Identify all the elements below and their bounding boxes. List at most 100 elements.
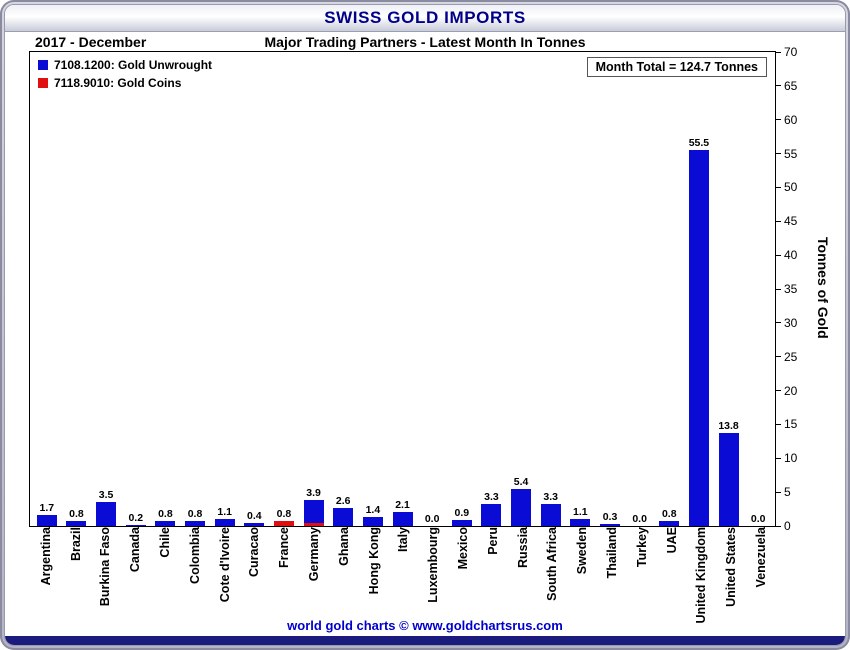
bar-segment-unwrought <box>570 518 591 526</box>
y-tick-label: 35 <box>784 282 798 296</box>
x-axis-label: Venezuela <box>754 527 769 588</box>
x-axis-label: Curacao <box>247 527 262 578</box>
bar-segment-unwrought <box>96 502 117 526</box>
bar-slot: 0.0 <box>625 513 655 526</box>
period-label: 2017 - December <box>35 34 147 50</box>
bar-segment-unwrought <box>66 520 87 526</box>
x-axis-label: Hong Kong <box>366 527 381 595</box>
y-tick-mark <box>775 220 781 222</box>
x-axis-label: Chile <box>158 527 173 558</box>
y-tick-label: 10 <box>784 451 798 466</box>
bar-slot: 5.4 <box>506 476 536 526</box>
x-axis-label: UAE <box>664 527 679 554</box>
legend-item: 7118.9010: Gold Coins <box>38 76 212 90</box>
x-axis-label: Colombia <box>187 527 202 584</box>
bar <box>185 520 206 526</box>
x-axis-label: United Kingdom <box>694 527 709 624</box>
legend-swatch-icon <box>38 78 48 88</box>
bar <box>273 520 294 526</box>
bar-value-label: 2.1 <box>395 498 410 511</box>
bar-value-label: 1.1 <box>573 505 588 518</box>
title-bar: SWISS GOLD IMPORTS <box>5 5 845 32</box>
bar <box>125 524 146 526</box>
footer-link[interactable]: world gold charts © www.goldchartsrus.co… <box>287 618 563 633</box>
bar-value-label: 0.8 <box>276 507 292 520</box>
x-axis-label: Cote d'Ivoire <box>217 527 232 603</box>
bar-value-label: 0.0 <box>632 513 647 525</box>
legend-label: 7118.9010: Gold Coins <box>54 76 182 90</box>
bar-slot: 13.8 <box>714 420 744 526</box>
bar <box>599 523 620 526</box>
bar-segment-unwrought <box>214 518 235 526</box>
sub-header: 2017 - December Major Trading Partners -… <box>5 32 845 54</box>
x-axis-label: Sweden <box>575 527 590 575</box>
bar-value-label: 0.2 <box>128 511 144 524</box>
bar-slot: 3.9 <box>299 487 329 526</box>
bar-segment-unwrought <box>688 150 709 526</box>
bar-slot: 3.5 <box>91 489 121 526</box>
x-axis-label: Ghana <box>336 527 351 566</box>
bar-value-label: 0.8 <box>158 507 173 520</box>
bar-segment-unwrought <box>362 516 383 526</box>
bar-segment-unwrought <box>599 523 620 526</box>
bar <box>570 518 591 526</box>
bar-slot: 2.1 <box>388 499 418 526</box>
bar-value-label: 3.5 <box>98 489 114 502</box>
bar-value-label: 3.3 <box>543 490 559 503</box>
y-tick-mark <box>775 288 781 290</box>
y-tick-mark <box>775 491 781 493</box>
bar <box>451 519 472 526</box>
bar-segment-coins <box>303 523 324 526</box>
bar-value-label: 0.8 <box>69 507 84 520</box>
y-tick-label: 5 <box>784 485 791 500</box>
y-tick-mark <box>775 390 781 392</box>
bar-segment-unwrought <box>185 520 206 526</box>
bar-segment-unwrought <box>718 432 739 526</box>
bar-slot: 0.2 <box>121 512 151 526</box>
bar-segment-unwrought <box>333 508 354 526</box>
bar-slot: 3.3 <box>477 491 507 526</box>
y-tick-label: 45 <box>784 214 798 229</box>
bar-segment-coins <box>273 520 294 526</box>
bar-segment-unwrought <box>392 511 413 526</box>
y-tick-label: 40 <box>784 248 798 263</box>
y-tick-mark <box>775 322 781 324</box>
bar-slot: 1.1 <box>566 506 596 526</box>
bar-slot: 2.6 <box>328 495 358 526</box>
month-total-badge: Month Total = 124.7 Tonnes <box>586 57 767 77</box>
bar <box>66 520 87 526</box>
bar <box>718 432 739 526</box>
x-axis-label: France <box>277 527 292 568</box>
bar-segment-unwrought <box>451 519 472 526</box>
x-axis-label: Russia <box>515 527 530 568</box>
x-axis-label: Brazil <box>68 527 83 562</box>
bar-value-label: 1.4 <box>365 503 381 516</box>
bar-value-label: 1.1 <box>217 505 232 518</box>
bar-segment-unwrought <box>244 523 265 526</box>
bar <box>333 508 354 526</box>
bar <box>481 503 502 526</box>
bar <box>155 520 176 526</box>
bar <box>214 518 235 526</box>
legend-swatch-icon <box>38 60 48 70</box>
x-axis-label: Burkina Faso <box>98 527 113 607</box>
bar-slot: 0.3 <box>595 511 625 526</box>
bar <box>511 489 532 526</box>
y-axis-title: Tonnes of Gold <box>815 237 831 339</box>
bar-segment-unwrought <box>36 514 57 526</box>
bar-segment-unwrought <box>511 489 532 526</box>
bar-slot: 1.1 <box>210 506 240 526</box>
bar-value-label: 0.9 <box>454 506 470 519</box>
bar-value-label: 0.0 <box>424 513 440 525</box>
x-axis-label: United States <box>724 527 739 607</box>
bar-value-label: 0.8 <box>187 507 203 520</box>
bar-segment-unwrought <box>481 503 502 526</box>
bar-segment-unwrought <box>540 503 561 526</box>
y-tick-mark <box>775 356 781 358</box>
bar <box>96 502 117 526</box>
bar-slot: 0.8 <box>269 508 299 526</box>
y-tick-label: 55 <box>784 146 798 161</box>
y-tick-mark <box>775 119 781 121</box>
y-tick-mark <box>775 153 781 155</box>
